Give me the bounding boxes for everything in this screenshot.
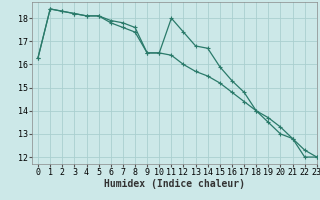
X-axis label: Humidex (Indice chaleur): Humidex (Indice chaleur) bbox=[104, 179, 245, 189]
